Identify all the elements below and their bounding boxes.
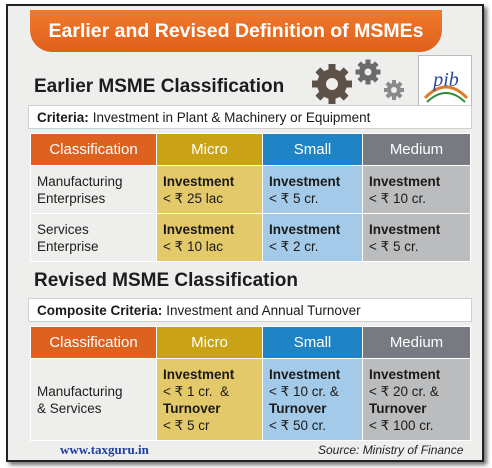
revised-section-title: Revised MSME Classification xyxy=(34,270,298,291)
revised-table: Classification Micro Small Medium Manufa… xyxy=(30,326,471,441)
footer-source: Source: Ministry of Finance xyxy=(318,443,464,457)
small-cell: Investment < ₹ 10 cr. & Turnover < ₹ 50 … xyxy=(262,358,363,441)
pib-logo-icon: pib xyxy=(418,55,472,109)
medium-cell: Investment < ₹ 20 cr. & Turnover < ₹ 100… xyxy=(362,358,471,441)
header-small: Small xyxy=(262,133,363,166)
earlier-header-row: Classification Micro Small Medium xyxy=(30,133,471,166)
header-classification: Classification xyxy=(30,133,157,166)
classification-cell: Services Enterprise xyxy=(30,213,157,262)
footer-site-link[interactable]: www.taxguru.in xyxy=(60,442,149,457)
header-medium: Medium xyxy=(362,133,471,166)
classification-cell: Manufacturing & Services xyxy=(30,358,157,441)
header-small: Small xyxy=(262,326,363,359)
header-micro: Micro xyxy=(156,133,263,166)
earlier-criteria: Criteria: Investment in Plant & Machiner… xyxy=(28,105,472,129)
small-cell: Investment < ₹ 2 cr. xyxy=(262,213,363,262)
revised-criteria: Composite Criteria: Investment and Annua… xyxy=(28,298,472,322)
small-cell: Investment < ₹ 5 cr. xyxy=(262,165,363,214)
revised-criteria-text: Investment and Annual Turnover xyxy=(166,302,361,318)
revised-header-row: Classification Micro Small Medium xyxy=(30,326,471,359)
table-row: Manufacturing & Services Investment < ₹ … xyxy=(30,358,471,441)
pib-logo-text: pib xyxy=(431,69,459,91)
micro-cell: Investment < ₹ 1 cr. & Turnover < ₹ 5 cr xyxy=(156,358,263,441)
table-row: Manufacturing Enterprises Investment < ₹… xyxy=(30,165,471,214)
medium-cell: Investment < ₹ 10 cr. xyxy=(362,165,471,214)
gears-icon xyxy=(312,59,404,104)
micro-cell: Investment < ₹ 25 lac xyxy=(156,165,263,214)
classification-cell: Manufacturing Enterprises xyxy=(30,165,157,214)
revised-criteria-label: Composite Criteria: xyxy=(37,302,163,318)
table-row: Services Enterprise Investment < ₹ 10 la… xyxy=(30,213,471,262)
header-micro: Micro xyxy=(156,326,263,359)
earlier-table: Classification Micro Small Medium Manufa… xyxy=(30,133,471,262)
header-classification: Classification xyxy=(30,326,157,359)
micro-cell: Investment < ₹ 10 lac xyxy=(156,213,263,262)
earlier-criteria-label: Criteria: xyxy=(37,109,89,125)
header-medium: Medium xyxy=(362,326,471,359)
medium-cell: Investment < ₹ 5 cr. xyxy=(362,213,471,262)
earlier-criteria-text: Investment in Plant & Machinery or Equip… xyxy=(92,109,371,125)
earlier-section-title: Earlier MSME Classification xyxy=(34,76,285,97)
banner-title: Earlier and Revised Definition of MSMEs xyxy=(30,10,442,52)
